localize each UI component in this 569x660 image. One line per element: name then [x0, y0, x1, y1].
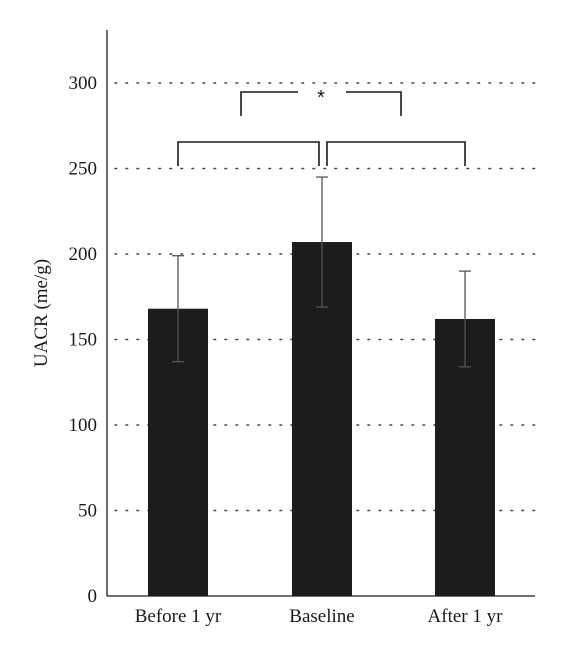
- bracket-top-right: [346, 91, 402, 116]
- x-tick-label: After 1 yr: [428, 606, 504, 627]
- y-tick-label: 150: [69, 330, 98, 351]
- y-tick-label: 200: [69, 244, 98, 265]
- y-tick-label: 50: [78, 501, 97, 522]
- y-tick-label: 250: [69, 159, 98, 180]
- y-tick-label: 300: [69, 73, 98, 94]
- significance-brackets: *: [177, 87, 466, 166]
- x-tick-label: Before 1 yr: [135, 606, 222, 627]
- significance-marker: *: [317, 87, 325, 109]
- bracket-top-left: [240, 91, 298, 116]
- y-tick-label: 100: [69, 415, 98, 436]
- bracket-left: [177, 141, 320, 166]
- y-tick-label: 0: [88, 586, 98, 607]
- x-tick-label: Baseline: [289, 606, 354, 627]
- error-bars: [172, 176, 471, 368]
- y-axis-title: UACR (me/g): [31, 259, 52, 367]
- x-tick-labels: Before 1 yr Baseline After 1 yr: [135, 606, 503, 627]
- bracket-right: [326, 141, 466, 166]
- y-tick-labels: 0 50 100 150 200 250 300: [69, 73, 98, 607]
